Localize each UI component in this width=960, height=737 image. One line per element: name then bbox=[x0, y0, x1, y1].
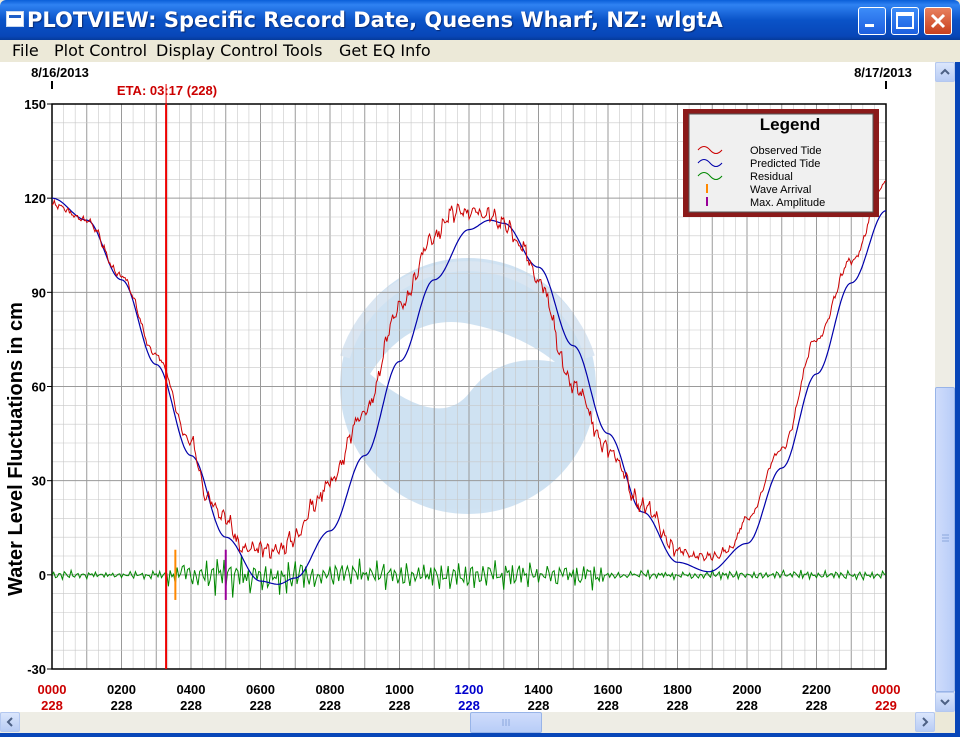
chevron-up-icon bbox=[940, 68, 950, 75]
x-tick-label-day: 228 bbox=[458, 698, 480, 712]
scroll-up-button[interactable] bbox=[935, 62, 955, 82]
close-button[interactable] bbox=[924, 7, 952, 35]
horizontal-scrollbar[interactable] bbox=[0, 712, 935, 733]
series-layer bbox=[51, 180, 887, 598]
legend-swatch bbox=[697, 146, 723, 154]
watermark-ring bbox=[340, 261, 595, 359]
x-tick-label-time: 0000 bbox=[38, 682, 67, 697]
menu-bar: File Plot Control Display Control Tools … bbox=[0, 40, 960, 62]
annotations bbox=[165, 84, 227, 669]
x-tick-label-day: 229 bbox=[875, 698, 897, 712]
x-tick-label-day: 228 bbox=[597, 698, 619, 712]
maximize-icon bbox=[896, 12, 914, 29]
vertical-scroll-thumb[interactable] bbox=[935, 387, 955, 692]
window-border-bottom bbox=[0, 733, 960, 737]
menu-tools[interactable]: Tools bbox=[283, 41, 323, 60]
x-tick-label-day: 228 bbox=[667, 698, 689, 712]
menu-display-control[interactable]: Display Control bbox=[156, 41, 278, 60]
legend-item-label: Wave Arrival bbox=[750, 184, 811, 196]
x-tick-label-time: 1800 bbox=[663, 682, 692, 697]
residual-series-line bbox=[51, 554, 887, 598]
menu-get-eq-info[interactable]: Get EQ Info bbox=[339, 41, 431, 60]
y-axis-label: Water Level Fluctuations in cm bbox=[5, 302, 27, 596]
predicted-tide-series-line bbox=[51, 197, 887, 585]
window-border-right bbox=[955, 40, 960, 737]
legend-swatch bbox=[697, 159, 723, 167]
chevron-down-icon bbox=[940, 699, 950, 706]
y-tick-label: 60 bbox=[32, 380, 46, 395]
x-tick-label-time: 1000 bbox=[385, 682, 414, 697]
x-tick-label-time: 0000 bbox=[872, 682, 901, 697]
scroll-right-button[interactable] bbox=[915, 712, 935, 732]
tide-chart: -300306090120150000022802002280400228060… bbox=[5, 65, 912, 713]
x-tick-label-day: 228 bbox=[250, 698, 272, 712]
chart-axes: -300306090120150000022802002280400228060… bbox=[24, 81, 901, 713]
x-tick-label-time: 2000 bbox=[733, 682, 762, 697]
legend-swatch bbox=[697, 172, 723, 180]
chevron-right-icon bbox=[922, 717, 929, 727]
x-tick-label-day: 228 bbox=[806, 698, 828, 712]
legend-item-label: Observed Tide bbox=[750, 145, 822, 157]
chevron-left-icon bbox=[6, 717, 13, 727]
horizontal-scroll-thumb[interactable] bbox=[470, 712, 542, 733]
x-tick-label-time: 1400 bbox=[524, 682, 553, 697]
vertical-scrollbar[interactable] bbox=[935, 62, 955, 712]
x-tick-label-day: 228 bbox=[528, 698, 550, 712]
x-tick-label-day: 228 bbox=[41, 698, 63, 712]
end-date-label: 8/17/2013 bbox=[854, 65, 912, 80]
start-date-label: 8/16/2013 bbox=[31, 65, 89, 80]
plot-area: -30 0 30 60 90 120 150 0000 228 0200 228 0400 228 060… bbox=[0, 62, 935, 713]
legend-title: Legend bbox=[760, 115, 820, 134]
y-tick-label: 30 bbox=[32, 474, 46, 489]
x-tick-label-time: 0400 bbox=[177, 682, 206, 697]
y-tick-label: 150 bbox=[24, 97, 46, 112]
x-tick-label-day: 228 bbox=[736, 698, 758, 712]
y-tick-label: 120 bbox=[24, 191, 46, 206]
x-tick-label-time: 1600 bbox=[594, 682, 623, 697]
legend-item-label: Max. Amplitude bbox=[750, 197, 825, 209]
x-tick-label-time: 0800 bbox=[316, 682, 345, 697]
x-tick-label-time: 0200 bbox=[107, 682, 136, 697]
x-tick-label-time: 0600 bbox=[246, 682, 275, 697]
title-bar: PLOTVIEW: Specific Record Date, Queens W… bbox=[0, 0, 960, 40]
menu-plot-control[interactable]: Plot Control bbox=[54, 41, 148, 60]
y-tick-label: 90 bbox=[32, 285, 46, 300]
scroll-down-button[interactable] bbox=[935, 692, 955, 712]
grip-icon bbox=[502, 719, 510, 726]
y-tick-label: -30 bbox=[27, 662, 46, 677]
x-tick-label-day: 228 bbox=[180, 698, 202, 712]
scrollbar-corner bbox=[935, 712, 955, 733]
y-tick-label: 0 bbox=[39, 568, 46, 583]
minimize-icon bbox=[865, 24, 874, 27]
window-title: PLOTVIEW: Specific Record Date, Queens W… bbox=[27, 8, 723, 32]
x-tick-label-day: 228 bbox=[111, 698, 133, 712]
x-tick-label-day: 228 bbox=[319, 698, 341, 712]
close-icon bbox=[930, 13, 946, 29]
x-tick-label-day: 228 bbox=[389, 698, 411, 712]
legend-box bbox=[688, 113, 874, 213]
x-tick-label-time: 2200 bbox=[802, 682, 831, 697]
grip-icon bbox=[942, 534, 949, 542]
legend-item-label: Predicted Tide bbox=[750, 158, 820, 170]
x-tick-label-time: 1200 bbox=[455, 682, 484, 697]
eta-label: ETA: 03:17 (228) bbox=[117, 83, 217, 98]
app-icon[interactable] bbox=[6, 11, 24, 27]
maximize-button[interactable] bbox=[891, 7, 919, 35]
menu-file[interactable]: File bbox=[12, 41, 39, 60]
observed-tide-series-line bbox=[51, 180, 887, 562]
legend-item-label: Residual bbox=[750, 171, 793, 183]
scroll-left-button[interactable] bbox=[0, 712, 20, 732]
minimize-button[interactable] bbox=[858, 7, 886, 35]
